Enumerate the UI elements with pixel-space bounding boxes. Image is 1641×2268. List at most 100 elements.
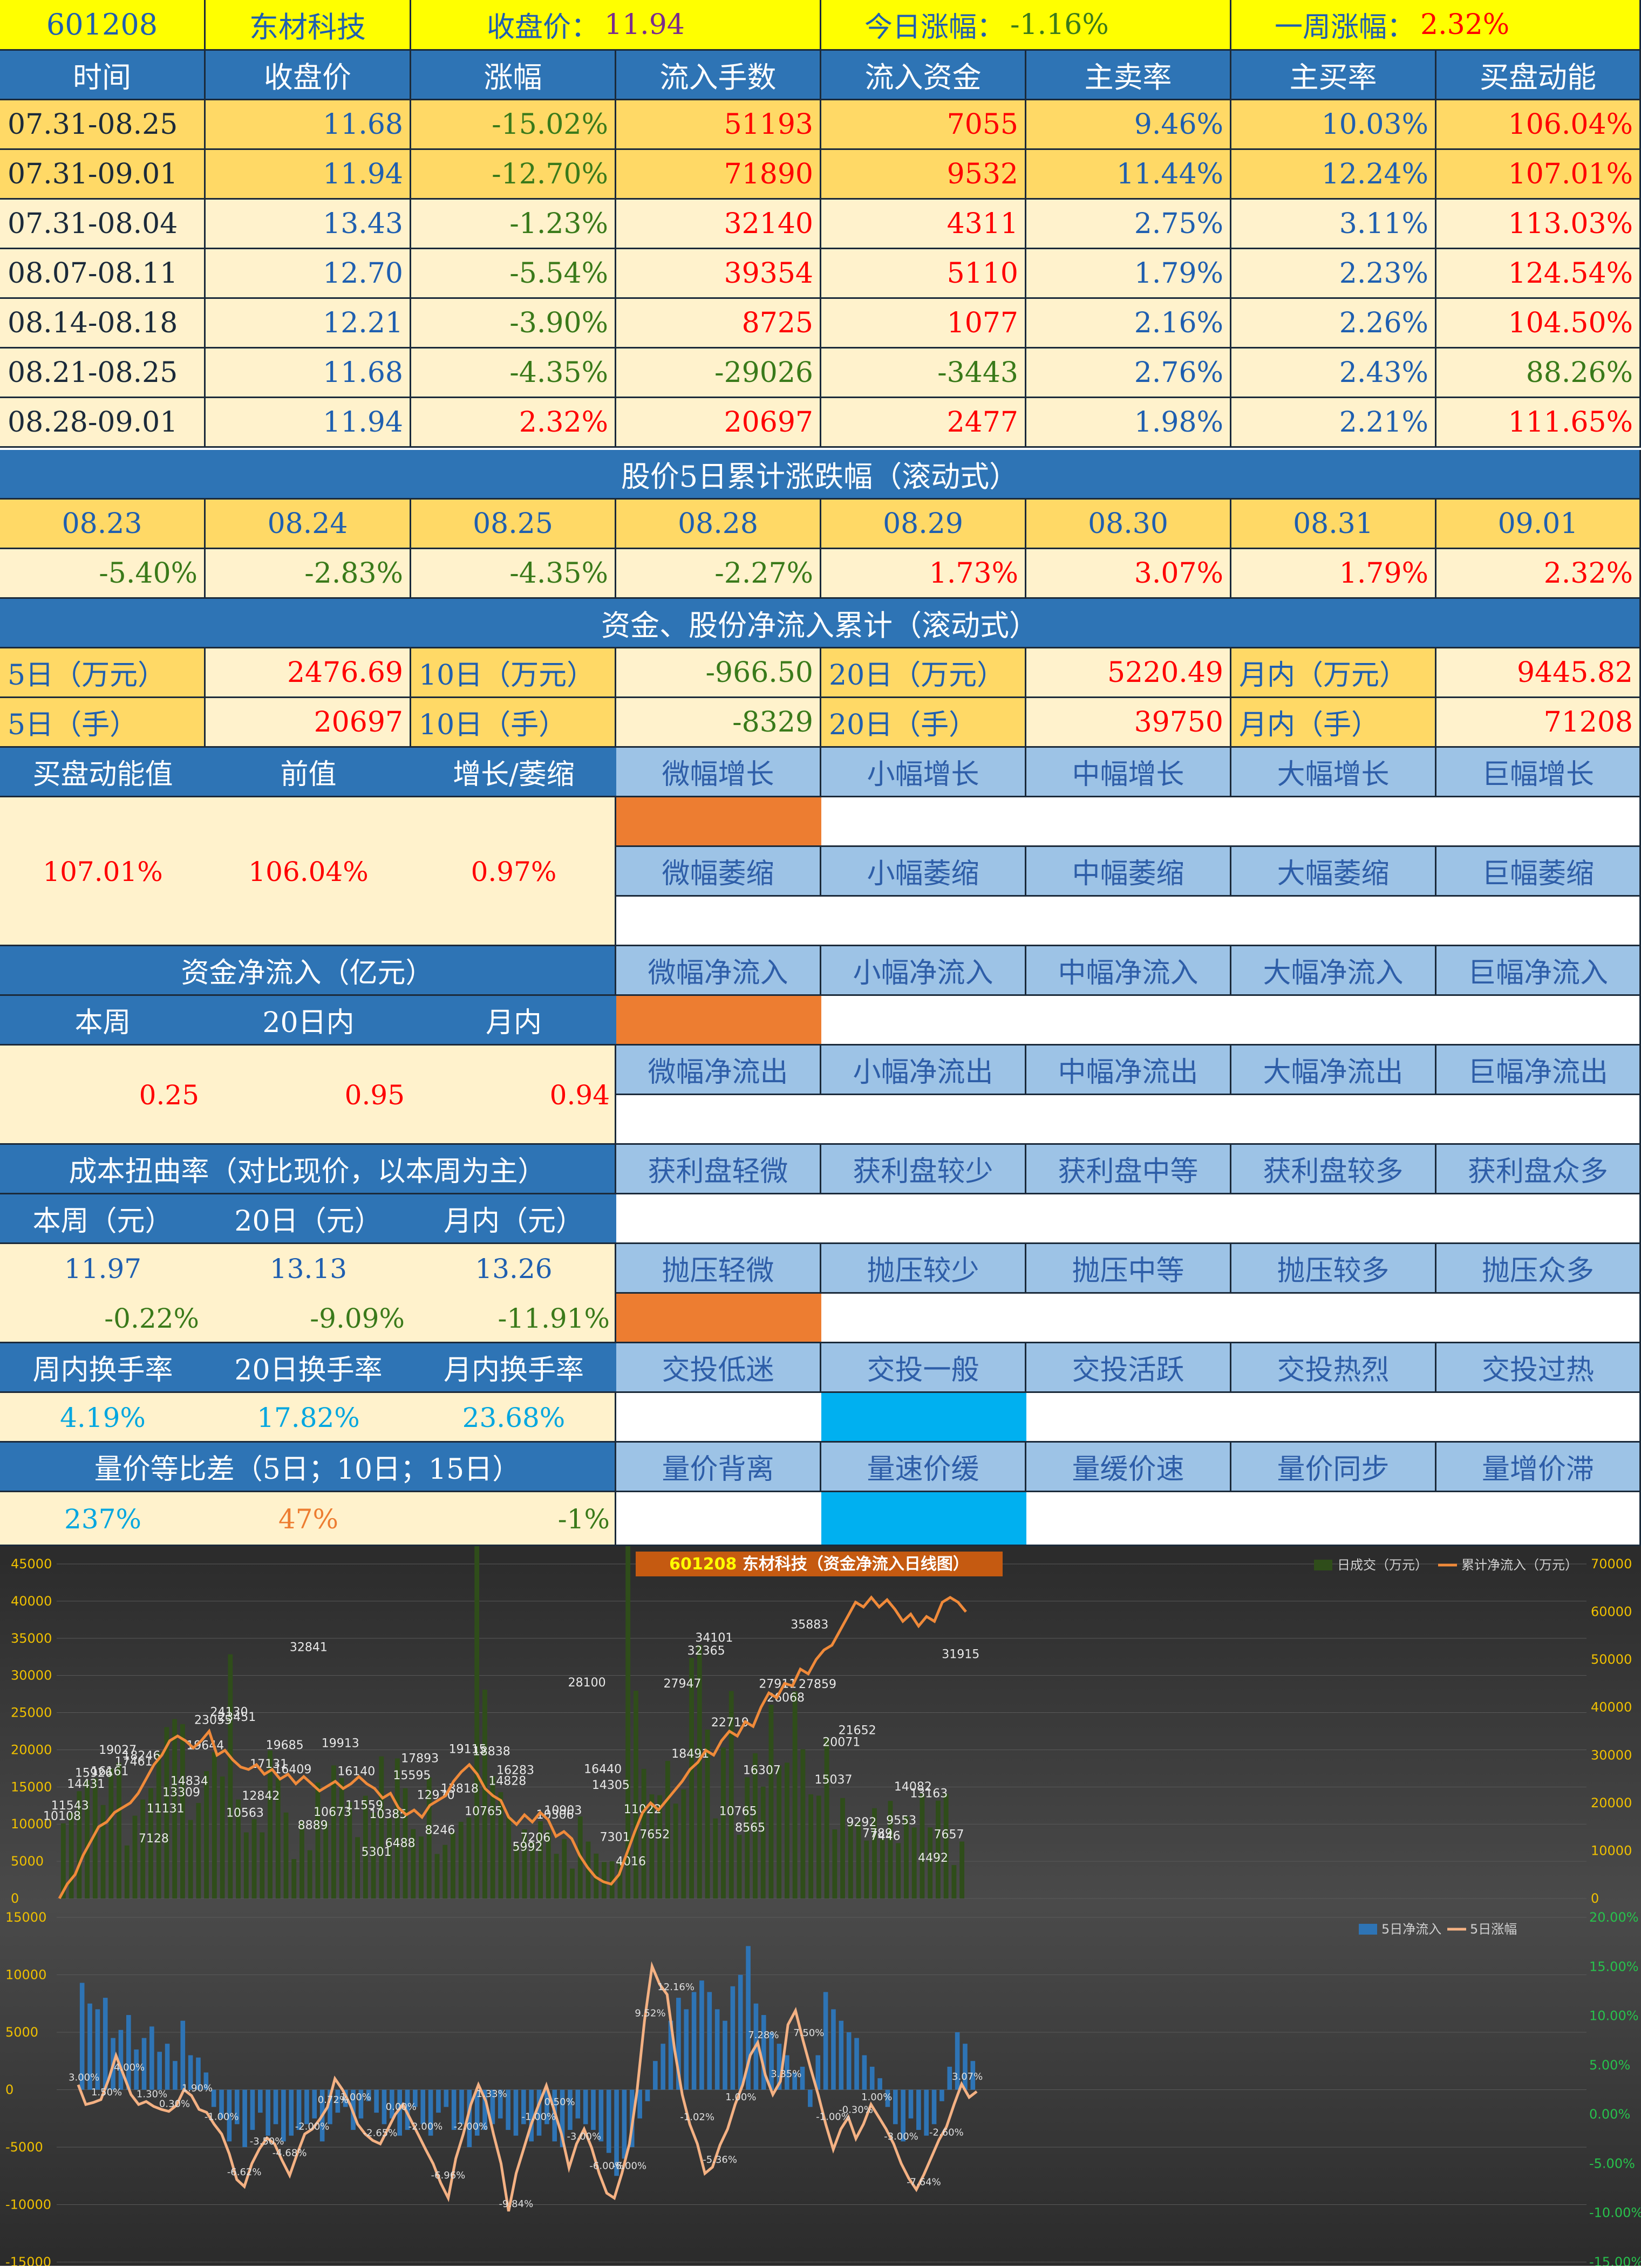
close-price-value: 11.94: [604, 8, 685, 41]
chart1-bar: [212, 1752, 217, 1898]
rolling5-value-0: -5.40%: [0, 549, 206, 599]
chart2-right-tick: 5.00%: [1589, 2058, 1630, 2073]
table-header-7: 买盘动能: [1436, 51, 1641, 100]
chart2-bar: [653, 2061, 658, 2090]
chart1-bar: [315, 1782, 321, 1898]
chart1-bar: [697, 1645, 702, 1898]
chart1-bar: [442, 1845, 448, 1898]
chart1-bar: [371, 1812, 376, 1898]
netflow-title: 资金、股份净流入累计（滚动式）: [0, 599, 1641, 648]
chart2-bar: [374, 2089, 379, 2113]
chart2-bar: [931, 2089, 937, 2124]
cost-header-0: 本周（元）: [0, 1194, 206, 1244]
chart2-point-label: -0.30%: [839, 2105, 873, 2116]
chart2-bar: [358, 2089, 364, 2119]
rolling5-date-2: 08.25: [411, 500, 616, 549]
table-cell-r5-c1: 11.68: [206, 349, 411, 398]
chart1-bar-label: 14431: [67, 1778, 105, 1791]
netflow-amount-1: 2476.69: [206, 648, 411, 698]
chart1-bar: [728, 1691, 734, 1898]
chart2-right-tick: 0.00%: [1589, 2107, 1630, 2122]
table-cell-r6-c4: 2477: [821, 398, 1026, 448]
profit-level-2: 获利盘中等: [1026, 1145, 1231, 1194]
chart1-bar: [546, 1830, 551, 1898]
stock-name: 东材科技: [206, 0, 411, 51]
chart2-bar: [529, 2089, 534, 2142]
chart1-bar: [681, 1789, 686, 1898]
chart2-point-label: 7.50%: [793, 2027, 824, 2039]
chart2-bar: [467, 2089, 472, 2147]
rolling5-date-5: 08.30: [1026, 500, 1231, 549]
profit-level-3: 获利盘较多: [1231, 1145, 1436, 1194]
chart1-title-code: 601208: [669, 1555, 743, 1574]
table-cell-r4-c1: 12.21: [206, 299, 411, 349]
volprice-level-2: 量缓价速: [1026, 1443, 1231, 1492]
chart2-bar: [219, 2089, 224, 2119]
chart1-bar: [522, 1829, 527, 1898]
table-cell-r2-c4: 4311: [821, 200, 1026, 249]
chart2-bar: [536, 2089, 542, 2136]
momentum-value-1: 106.04%: [248, 856, 369, 887]
chart1-left-tick: 45000: [11, 1556, 52, 1572]
chart2-bar: [723, 2020, 727, 2090]
chart2-point-label: -2.00%: [454, 2121, 488, 2133]
chart1-bar: [816, 1795, 821, 1898]
volprice-title: 量价等比差（5日；10日；15日）: [0, 1443, 616, 1492]
chart2-point-label: 12.16%: [657, 1982, 694, 1993]
table-cell-r2-c6: 3.11%: [1231, 200, 1436, 249]
grow-level-1: 小幅增长: [821, 748, 1026, 797]
chart2-point-label: -4.68%: [273, 2148, 307, 2159]
turnover-header-0: 周内换手率: [0, 1343, 206, 1393]
chart1-bar: [538, 1821, 543, 1898]
chart2-point-label: 0.50%: [544, 2096, 575, 2108]
turnover-level-3: 交投热烈: [1231, 1343, 1436, 1393]
chart1-bar: [299, 1821, 304, 1898]
chart2-point-label: -9.84%: [499, 2198, 534, 2210]
netflow-amount-2: 10日（万元）: [411, 648, 616, 698]
chart1-bar-label: 16409: [274, 1763, 311, 1777]
chart2-point-label: -2.65%: [363, 2128, 398, 2139]
chart2-bar: [459, 2089, 464, 2124]
chart1-bar-label: 15595: [393, 1769, 431, 1782]
chart1-bar: [737, 1834, 742, 1898]
chart2-left-tick: 5000: [5, 2025, 38, 2040]
netflow-shares-7: 71208: [1436, 698, 1641, 748]
chart1-bar-label: 14305: [592, 1779, 630, 1792]
chart2-right-tick: -5.00%: [1589, 2156, 1635, 2171]
chart1-bar-label: 7128: [139, 1832, 169, 1846]
turnover-indicator: [616, 1393, 1641, 1443]
volprice-indicator-marker: [821, 1492, 1026, 1545]
chart2-bar: [846, 2032, 852, 2090]
table-cell-r4-c4: 1077: [821, 299, 1026, 349]
rolling5-date-3: 08.28: [616, 500, 821, 549]
chart2-point-label: 1.33%: [476, 2088, 507, 2100]
chart2-legend-bar-swatch: [1359, 1924, 1377, 1935]
chart1-bar: [530, 1842, 535, 1898]
chart1-bar-label: 11559: [345, 1799, 383, 1813]
chart2-right-tick: 20.00%: [1589, 1910, 1639, 1925]
chart2-legend-bar: 5日净流入: [1381, 1922, 1441, 1937]
chart1-right-tick: 50000: [1591, 1652, 1632, 1667]
table-header-2: 涨幅: [411, 51, 616, 100]
chart2-bar: [591, 2089, 596, 2130]
table-cell-r6-c7: 111.65%: [1436, 398, 1641, 448]
table-cell-r4-c2: -3.90%: [411, 299, 616, 349]
capital-header-1: 20日内: [206, 996, 411, 1046]
table-cell-r6-c2: 2.32%: [411, 398, 616, 448]
chart1-bar-label: 14082: [894, 1780, 932, 1794]
momentum-header-1: 前值: [206, 748, 411, 797]
chart1-bar: [275, 1778, 281, 1898]
chart1-bar: [641, 1768, 646, 1898]
chart1-bar-label: 31915: [942, 1648, 979, 1661]
cost-pct-1: -9.09%: [310, 1303, 405, 1334]
chart2-bar: [970, 2061, 976, 2090]
chart1-title-box: [636, 1552, 1003, 1576]
chart2-bar: [506, 2089, 510, 2130]
chart1-bar: [808, 1794, 814, 1898]
cost-pct-0: -0.22%: [104, 1303, 199, 1334]
chart2-bar: [707, 1992, 712, 2090]
chart1-bar: [307, 1850, 312, 1898]
capital-value-1: 0.95: [344, 1080, 405, 1111]
chart2-bar: [498, 2089, 503, 2119]
chart2-point-label: -6.00%: [589, 2161, 624, 2172]
